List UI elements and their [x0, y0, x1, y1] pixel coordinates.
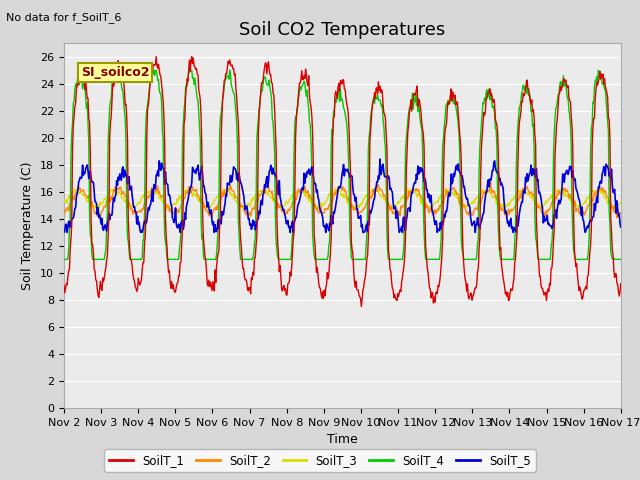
SoilT_4 — [617, 256, 625, 262]
Line: SoilT_5: SoilT_5 — [64, 159, 621, 232]
SoilT_1 — [428, 289, 436, 295]
SoilT_3 — [387, 206, 395, 212]
SoilT_1 — [617, 281, 625, 287]
SoilT_2 — [487, 180, 495, 186]
SoilT_1 — [185, 67, 193, 73]
SoilT_1 — [358, 303, 365, 309]
SoilT_3 — [214, 194, 221, 200]
X-axis label: Time: Time — [327, 433, 358, 446]
Line: SoilT_4: SoilT_4 — [64, 70, 621, 259]
SoilT_2 — [410, 187, 418, 192]
SoilT_3 — [184, 187, 192, 192]
SoilT_5 — [127, 183, 135, 189]
Text: No data for f_SoilT_6: No data for f_SoilT_6 — [6, 12, 122, 23]
SoilT_4 — [60, 256, 68, 262]
SoilT_5 — [411, 180, 419, 185]
SoilT_1 — [214, 251, 222, 256]
SoilT_4 — [428, 256, 435, 262]
SoilT_5 — [184, 197, 192, 203]
Legend: SoilT_1, SoilT_2, SoilT_3, SoilT_4, SoilT_5: SoilT_1, SoilT_2, SoilT_3, SoilT_4, Soil… — [104, 449, 536, 472]
SoilT_4 — [214, 229, 222, 235]
SoilT_3 — [60, 198, 68, 204]
SoilT_4 — [128, 256, 136, 262]
SoilT_2 — [127, 206, 135, 212]
SoilT_1 — [127, 258, 135, 264]
SoilT_5 — [214, 225, 221, 230]
SoilT_1 — [412, 91, 419, 97]
SoilT_3 — [442, 185, 450, 191]
SoilT_4 — [113, 67, 121, 73]
SoilT_3 — [127, 205, 135, 211]
SoilT_5 — [60, 229, 68, 235]
SoilT_1 — [60, 283, 68, 288]
SoilT_2 — [70, 197, 78, 203]
SoilT_2 — [543, 216, 550, 221]
SoilT_5 — [70, 212, 78, 217]
Line: SoilT_1: SoilT_1 — [64, 57, 621, 306]
SoilT_5 — [428, 192, 435, 198]
SoilT_3 — [411, 190, 419, 195]
Line: SoilT_2: SoilT_2 — [64, 183, 621, 218]
SoilT_2 — [214, 206, 221, 212]
SoilT_3 — [70, 187, 78, 193]
SoilT_4 — [411, 99, 419, 105]
SoilT_1 — [70, 113, 78, 119]
Title: Soil CO2 Temperatures: Soil CO2 Temperatures — [239, 21, 445, 39]
SoilT_2 — [426, 205, 434, 211]
SoilT_2 — [60, 208, 68, 214]
Line: SoilT_3: SoilT_3 — [64, 188, 621, 209]
SoilT_2 — [617, 211, 625, 216]
SoilT_1 — [152, 54, 160, 60]
SoilT_4 — [70, 99, 78, 105]
SoilT_4 — [185, 68, 193, 74]
Text: SI_soilco2: SI_soilco2 — [81, 66, 149, 79]
SoilT_3 — [428, 205, 435, 211]
SoilT_3 — [617, 199, 625, 205]
SoilT_5 — [617, 224, 625, 230]
SoilT_2 — [184, 191, 192, 196]
Y-axis label: Soil Temperature (C): Soil Temperature (C) — [22, 161, 35, 290]
SoilT_5 — [376, 156, 384, 162]
